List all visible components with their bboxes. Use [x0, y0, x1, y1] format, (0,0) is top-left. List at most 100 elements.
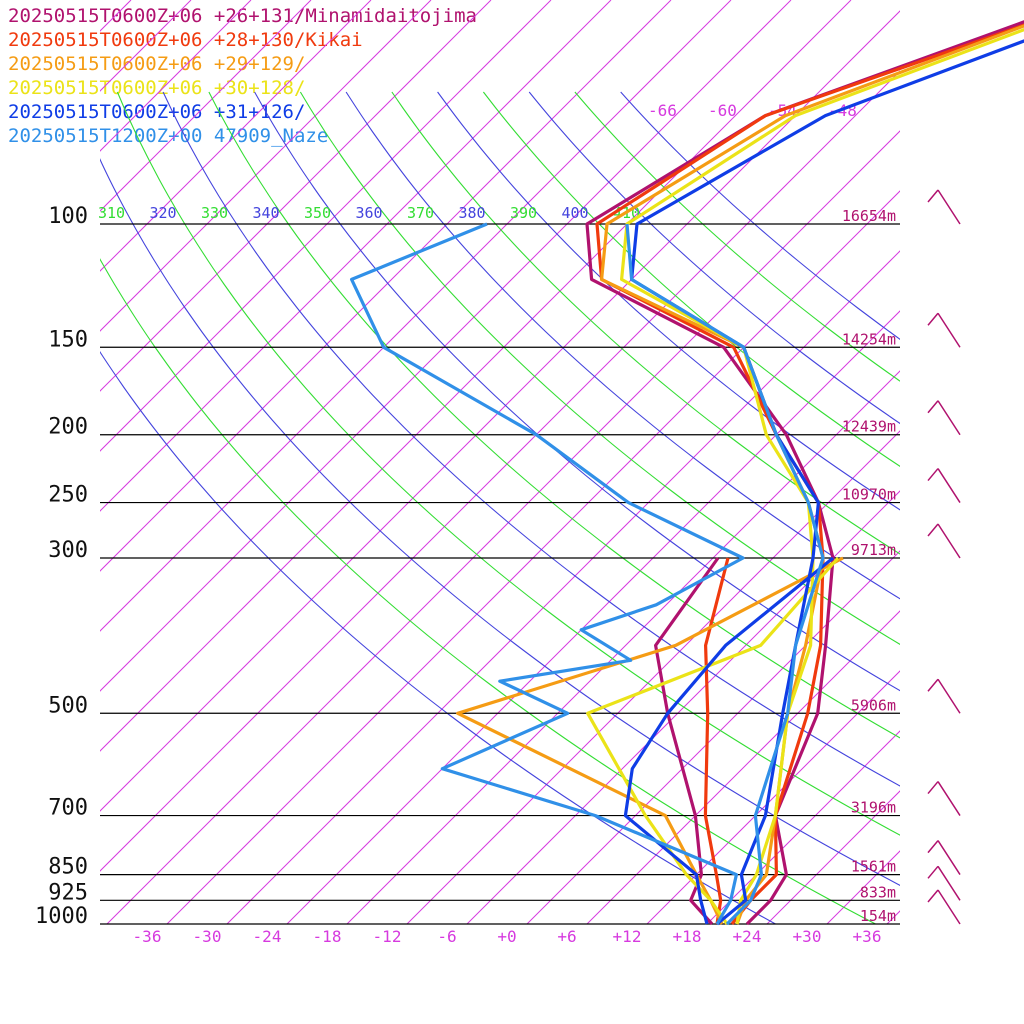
wind-barb-feather: [927, 781, 939, 795]
isotherm-label: -60: [708, 101, 737, 120]
x-tick-label: -12: [373, 927, 402, 946]
grid-group: [100, 0, 1024, 924]
isotherm-line: [100, 0, 192, 92]
wind-barb: [937, 865, 961, 901]
height-label: 14254m: [842, 330, 896, 348]
legend-entry: 20250515T0600Z+06 +26+131/Minamidaitojim…: [8, 5, 477, 27]
dry-adiabat-line: [299, 91, 900, 645]
isotherm-line: [100, 0, 612, 512]
profiles-group: [350, 20, 1024, 926]
isotherm-line: [100, 0, 672, 572]
isotherm-line: [100, 0, 312, 212]
wind-barb-feather: [927, 468, 939, 482]
isotherm-line: [100, 0, 432, 332]
isotherm-line: [886, 910, 900, 924]
height-label: 16654m: [842, 207, 896, 225]
wind-barb-feather: [927, 840, 939, 854]
pressure-label: 100: [48, 204, 88, 229]
x-tick-label: -30: [193, 927, 222, 946]
dry-adiabat-line: [620, 91, 900, 340]
theta-label: 380: [459, 204, 486, 222]
theta-label: 370: [407, 204, 434, 222]
temperature-line: [625, 223, 825, 926]
temperature-line: [629, 39, 1024, 926]
legend-entry: 20250515T0600Z+06 +30+128/: [8, 77, 306, 99]
isotherm-line: [346, 370, 900, 924]
height-label: 3196m: [851, 799, 896, 817]
height-label: 10970m: [842, 486, 896, 504]
height-label: 12439m: [842, 418, 896, 436]
isotherm-line: [100, 0, 552, 452]
dry-adiabat-line: [391, 91, 900, 555]
isotherm-line: [100, 0, 132, 32]
isotherm-line: [706, 730, 900, 924]
isotherm-line: [526, 550, 900, 924]
dry-adiabat-line: [100, 158, 900, 886]
pressure-label: 150: [48, 327, 88, 352]
pressure-label: 500: [48, 693, 88, 718]
wind-barb: [937, 840, 961, 876]
isotherm-line: [100, 0, 372, 272]
legend-entry: 20250515T0600Z+06 +31+126/: [8, 101, 306, 123]
wind-barb: [937, 189, 961, 225]
isotherm-line: [226, 250, 900, 924]
theta-label: 350: [304, 204, 331, 222]
theta-label: 340: [253, 204, 280, 222]
wind-barb-feather: [927, 889, 939, 903]
dry-adiabat-line: [100, 350, 776, 924]
dewpoint-line: [653, 557, 720, 926]
height-label: 9713m: [851, 541, 896, 559]
theta-label: 390: [510, 204, 537, 222]
isotherm-label: -66: [648, 101, 677, 120]
dry-adiabat-line: [528, 91, 900, 425]
x-tick-label: +6: [557, 927, 576, 946]
dewpoint-line: [703, 557, 730, 925]
x-tick-label: +0: [497, 927, 516, 946]
isotherm-line: [100, 70, 900, 872]
isotherm-line: [100, 0, 792, 692]
temperature-line: [585, 20, 1024, 926]
wind-barb: [937, 523, 961, 559]
isotherm-line: [166, 190, 900, 924]
isotherm-line: [826, 850, 900, 924]
x-tick-label: +12: [613, 927, 642, 946]
isotherm-line: [947, 0, 1024, 924]
theta-label: 330: [201, 204, 228, 222]
dry-adiabat-line: [162, 91, 900, 787]
temperature-line: [595, 23, 1024, 925]
pressure-label: 925: [48, 880, 88, 905]
x-tick-label: +36: [853, 927, 882, 946]
dewpoint-line: [623, 556, 835, 925]
x-tick-label: -24: [253, 927, 282, 946]
dry-adiabat-line: [574, 91, 900, 382]
isotherm-line: [106, 130, 900, 924]
wind-barb-feather: [927, 678, 939, 692]
height-label: 833m: [860, 883, 896, 901]
x-tick-label: -18: [313, 927, 342, 946]
isotherm-line: [100, 10, 900, 812]
height-label: 154m: [860, 907, 896, 925]
isotherm-line: [766, 790, 900, 924]
temperature-line: [599, 24, 1024, 925]
isotherm-line: [286, 310, 900, 924]
pressure-label: 250: [48, 483, 88, 508]
wind-barb-feather: [927, 312, 939, 326]
x-tick-label: -6: [437, 927, 456, 946]
wind-barb-feather: [927, 189, 939, 203]
theta-label: 320: [150, 204, 177, 222]
x-tick-label: +18: [673, 927, 702, 946]
x-tick-label: +24: [733, 927, 762, 946]
dry-adiabat-line: [254, 91, 900, 692]
pressure-label: 300: [48, 538, 88, 563]
wind-barb: [937, 678, 961, 714]
dewpoint-line: [586, 556, 840, 925]
isotherm-line: [1007, 0, 1024, 924]
x-tick-label: -36: [133, 927, 162, 946]
isotherm-line: [100, 0, 732, 632]
pressure-label: 200: [48, 415, 88, 440]
wind-barb: [937, 781, 961, 816]
isotherm-line: [406, 430, 900, 924]
wind-barb-feather: [927, 865, 939, 879]
wind-barb: [937, 889, 961, 925]
